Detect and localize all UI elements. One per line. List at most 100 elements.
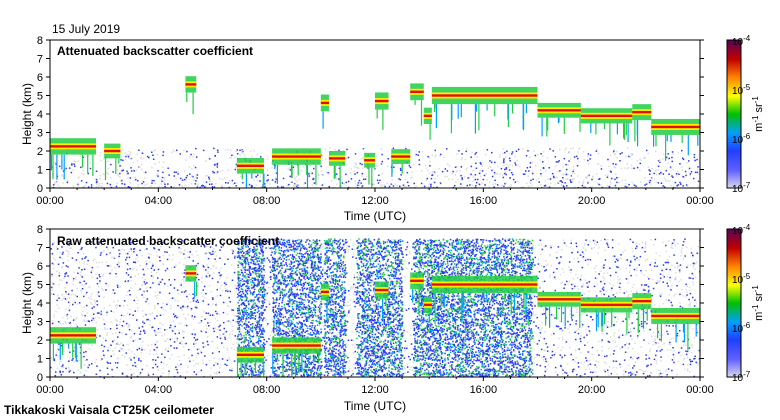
noise-pixel	[277, 278, 279, 280]
noise-pixel	[137, 180, 139, 182]
noise-pixel	[549, 178, 552, 180]
noise-pixel	[459, 170, 461, 172]
noise-pixel	[203, 246, 206, 248]
noise-pixel	[492, 295, 494, 297]
noise-pixel	[663, 342, 666, 344]
noise-pixel	[613, 315, 615, 317]
noise-pixel	[320, 251, 323, 253]
noise-pixel	[612, 255, 614, 257]
noise-pixel	[467, 177, 469, 179]
noise-pixel	[141, 349, 143, 351]
noise-pixel	[501, 371, 503, 373]
noise-pixel	[112, 246, 114, 249]
noise-pixel	[110, 355, 112, 357]
noise-pixel	[219, 270, 221, 272]
noise-pixel	[162, 154, 164, 157]
noise-pixel	[233, 271, 236, 274]
noise-pixel	[95, 322, 98, 324]
noise-pixel	[640, 323, 643, 325]
noise-pixel	[181, 251, 183, 253]
noise-pixel	[237, 310, 239, 312]
noise-pixel	[176, 289, 179, 291]
noise-pixel	[532, 335, 534, 337]
noise-pixel	[412, 163, 415, 166]
noise-pixel	[613, 154, 616, 156]
noise-pixel	[362, 148, 365, 150]
noise-pixel	[545, 369, 548, 371]
noise-pixel	[536, 296, 538, 298]
noise-pixel	[522, 186, 525, 188]
noise-pixel	[417, 300, 419, 303]
noise-pixel	[150, 267, 153, 270]
noise-pixel	[77, 182, 79, 185]
noise-pixel	[268, 344, 271, 346]
noise-pixel	[185, 159, 187, 161]
noise-pixel	[295, 286, 297, 289]
noise-pixel	[182, 346, 185, 348]
noise-pixel	[431, 269, 433, 272]
noise-pixel	[388, 373, 391, 376]
noise-pixel	[340, 176, 343, 178]
noise-pixel	[236, 255, 238, 257]
noise-pixel	[566, 173, 568, 176]
noise-pixel	[296, 180, 298, 183]
noise-pixel	[688, 160, 690, 162]
noise-pixel	[652, 344, 654, 346]
noise-pixel	[138, 327, 140, 329]
noise-pixel	[55, 351, 58, 353]
noise-pixel	[345, 328, 348, 331]
noise-pixel	[286, 184, 289, 187]
noise-pixel	[53, 313, 55, 316]
noise-pixel	[609, 170, 612, 173]
noise-pixel	[200, 292, 203, 294]
noise-pixel	[686, 162, 688, 164]
noise-pixel	[72, 169, 74, 171]
noise-pixel	[348, 290, 350, 292]
noise-pixel	[692, 284, 695, 286]
noise-pixel	[646, 149, 648, 152]
noise-pixel	[102, 289, 104, 291]
noise-pixel	[186, 174, 188, 177]
noise-pixel	[107, 373, 109, 375]
noise-pixel	[96, 300, 98, 302]
noise-pixel	[560, 282, 562, 285]
noise-pixel	[136, 254, 138, 256]
noise-pixel	[222, 244, 224, 247]
noise-pixel	[121, 373, 124, 375]
noise-pixel	[465, 271, 467, 274]
noise-pixel	[406, 267, 408, 270]
noise-pixel	[481, 182, 484, 185]
noise-pixel	[205, 181, 208, 183]
noise-pixel	[268, 303, 271, 305]
noise-pixel	[225, 182, 227, 184]
noise-pixel	[130, 152, 132, 154]
noise-pixel	[164, 185, 166, 188]
noise-pixel	[218, 272, 220, 274]
noise-pixel	[598, 354, 600, 356]
noise-pixel	[101, 344, 103, 346]
noise-pixel	[658, 173, 661, 175]
noise-pixel	[224, 336, 226, 339]
noise-pixel	[172, 313, 175, 315]
noise-pixel	[83, 268, 86, 270]
noise-pixel	[322, 155, 324, 157]
noise-pixel	[434, 178, 437, 180]
noise-pixel	[153, 329, 156, 332]
noise-pixel	[596, 375, 599, 377]
y-tick-label: 2	[37, 146, 43, 158]
noise-pixel	[353, 276, 356, 279]
noise-pixel	[559, 170, 561, 172]
noise-pixel	[352, 286, 355, 288]
noise-pixel	[61, 175, 63, 177]
noise-pixel	[511, 252, 514, 254]
noise-pixel	[362, 157, 364, 159]
noise-pixel	[82, 186, 85, 188]
noise-pixel	[154, 241, 157, 243]
noise-pixel	[347, 339, 350, 342]
noise-pixel	[181, 329, 184, 332]
noise-pixel	[372, 262, 375, 265]
noise-pixel	[610, 372, 613, 375]
noise-pixel	[211, 172, 214, 175]
noise-pixel	[543, 312, 545, 315]
noise-pixel	[302, 285, 305, 287]
